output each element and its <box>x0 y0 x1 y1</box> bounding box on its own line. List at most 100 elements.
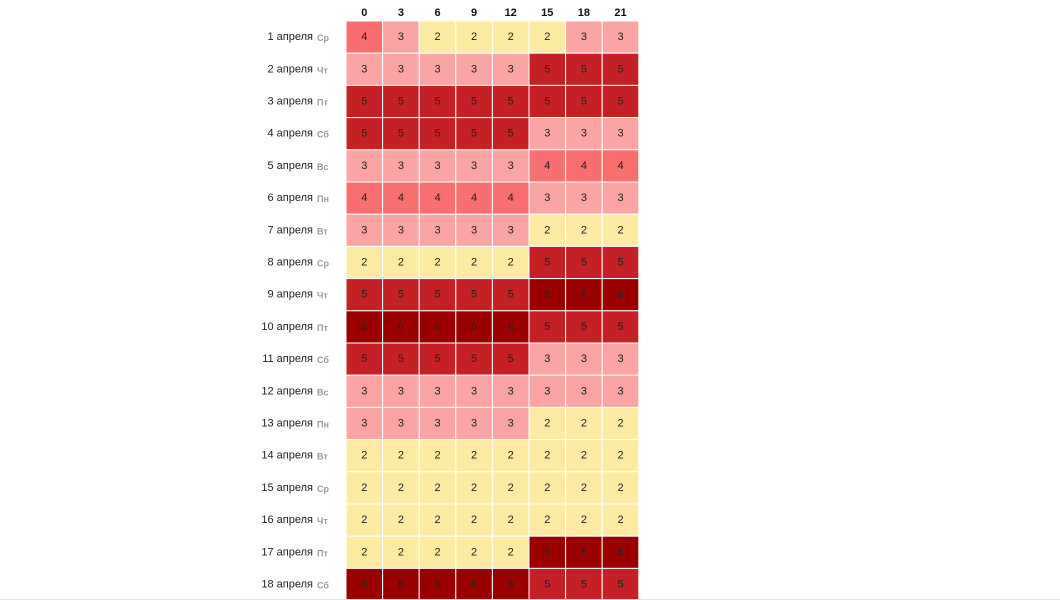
cell-value-label: 5 <box>434 96 440 108</box>
heatmap-cell <box>455 535 493 569</box>
cell-value-label: 2 <box>508 31 514 43</box>
cell-value-label: 2 <box>581 450 587 462</box>
weekday-label: Вс <box>317 162 329 172</box>
weekday-label: Чт <box>317 65 328 75</box>
cell-value-label: 3 <box>434 160 440 172</box>
heatmap-cell <box>565 374 603 408</box>
cell-value-label: 6 <box>361 321 367 333</box>
heatmap-cell <box>601 213 640 247</box>
cell-value-label: 3 <box>398 385 404 397</box>
heatmap-cell <box>528 439 567 473</box>
cell-value-label: 5 <box>544 257 550 269</box>
cell-value-label: 2 <box>508 450 514 462</box>
cell-value-label: 6 <box>434 579 440 591</box>
heatmap-cell <box>601 52 640 86</box>
cell-value-label: 3 <box>617 31 623 43</box>
cell-value-label: 3 <box>471 63 477 75</box>
heatmap-cell <box>418 213 457 247</box>
cell-value-label: 5 <box>398 96 404 108</box>
cell-value-label: 2 <box>398 450 404 462</box>
cell-value-label: 5 <box>581 63 587 75</box>
cell-value-label: 4 <box>471 192 477 204</box>
cell-value-label: 4 <box>398 192 404 204</box>
cell-value-label: 2 <box>398 257 404 269</box>
date-label: 1 апреля <box>268 31 314 43</box>
heatmap-cell <box>418 310 457 344</box>
cell-value-label: 5 <box>471 289 477 301</box>
heatmap-cell <box>491 84 530 119</box>
cell-value-label: 4 <box>508 192 514 204</box>
heatmap-cell <box>601 406 640 441</box>
cell-value-label: 3 <box>581 128 587 140</box>
cell-value-label: 3 <box>434 63 440 75</box>
heatmap-cell <box>455 567 493 600</box>
cell-value-label: 3 <box>617 385 623 397</box>
cell-value-label: 2 <box>544 514 550 526</box>
heatmap-cell <box>491 342 530 376</box>
cell-value-label: 5 <box>508 353 514 365</box>
hour-label: 6 <box>434 7 440 19</box>
hour-label: 18 <box>578 7 590 19</box>
heatmap-cell <box>345 20 384 54</box>
cell-value-label: 5 <box>471 96 477 108</box>
cell-value-label: 3 <box>617 128 623 140</box>
cell-value-label: 3 <box>361 418 367 430</box>
cell-value-label: 5 <box>434 289 440 301</box>
cell-value-label: 5 <box>508 128 514 140</box>
cell-value-label: 3 <box>508 385 514 397</box>
cell-value-label: 2 <box>361 482 367 494</box>
heatmap-cell <box>601 278 640 312</box>
cell-value-label: 4 <box>361 31 367 43</box>
heatmap-cell <box>528 503 567 537</box>
heatmap-cell <box>491 310 530 344</box>
cell-value-label: 3 <box>508 418 514 430</box>
heatmap-cell <box>345 406 384 441</box>
cell-value-label: 5 <box>398 289 404 301</box>
cell-value-label: 2 <box>617 224 623 236</box>
cell-value-label: 6 <box>581 289 587 301</box>
cell-value-label: 3 <box>361 385 367 397</box>
cell-value-label: 5 <box>617 579 623 591</box>
heatmap-cell <box>455 84 493 119</box>
heatmap-cell <box>455 310 493 344</box>
heatmap-cell <box>528 213 567 247</box>
date-label: 12 апреля <box>261 385 313 397</box>
weekday-label: Чт <box>317 516 328 526</box>
cell-value-label: 5 <box>617 321 623 333</box>
heatmap-cell <box>601 471 640 505</box>
heatmap-cell <box>382 52 420 86</box>
date-label: 14 апреля <box>261 450 313 462</box>
heatmap-cell <box>565 84 603 119</box>
cell-value-label: 2 <box>471 482 477 494</box>
cell-value-label: 4 <box>361 192 367 204</box>
heatmap-cell <box>601 181 640 215</box>
cell-value-label: 2 <box>434 450 440 462</box>
cell-value-label: 3 <box>361 63 367 75</box>
heatmap-cell <box>382 278 420 312</box>
heatmap-cell <box>345 535 384 569</box>
cell-value-label: 2 <box>544 224 550 236</box>
cell-value-label: 2 <box>508 482 514 494</box>
cell-value-label: 5 <box>471 353 477 365</box>
cell-value-label: 5 <box>617 63 623 75</box>
cell-value-label: 2 <box>617 482 623 494</box>
cell-value-label: 2 <box>544 450 550 462</box>
heatmap-cell <box>455 278 493 312</box>
cell-value-label: 5 <box>361 96 367 108</box>
weekday-label: Ср <box>317 33 329 43</box>
heatmap-cell <box>601 503 640 537</box>
heatmap-cell <box>345 310 384 344</box>
heatmap-cell <box>418 374 457 408</box>
cell-value-label: 3 <box>471 160 477 172</box>
cell-value-label: 3 <box>544 192 550 204</box>
weekday-label: Вт <box>317 452 328 462</box>
cell-value-label: 4 <box>544 160 550 172</box>
cell-value-label: 5 <box>398 353 404 365</box>
cell-value-label: 2 <box>544 418 550 430</box>
heatmap-cell <box>565 406 603 441</box>
cell-value-label: 5 <box>398 128 404 140</box>
weekday-label: Пн <box>317 420 329 430</box>
cell-value-label: 6 <box>617 546 623 558</box>
cell-value-label: 6 <box>361 579 367 591</box>
weekday-label: Сб <box>317 355 329 365</box>
